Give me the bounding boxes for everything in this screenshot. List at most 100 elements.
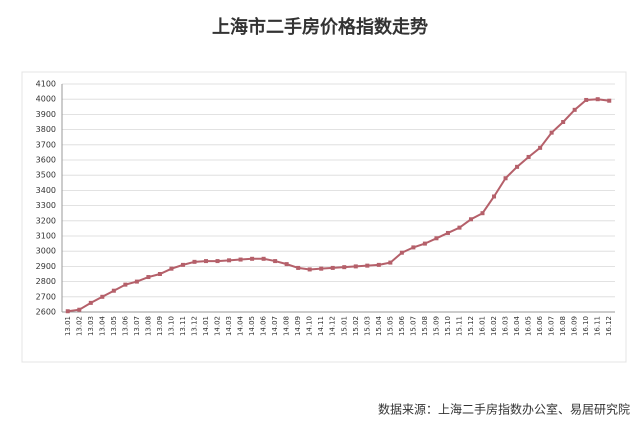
x-tick-label: 14.05 — [248, 316, 256, 336]
x-tick-label: 15.07 — [409, 316, 417, 336]
y-tick-label: 3500 — [36, 171, 56, 180]
x-tick-label: 13.03 — [87, 316, 95, 336]
point-marker — [572, 107, 577, 112]
y-tick-label: 3900 — [36, 110, 56, 119]
y-tick-label: 3100 — [36, 232, 56, 241]
x-tick-label: 16.05 — [525, 316, 533, 336]
x-tick-label: 16.01 — [479, 316, 487, 336]
point-marker — [353, 264, 358, 269]
point-marker — [480, 211, 485, 216]
x-tick-label: 13.06 — [121, 315, 129, 336]
point-marker — [100, 294, 105, 299]
x-tick-label: 16.10 — [582, 316, 590, 336]
x-tick-label: 14.07 — [271, 316, 279, 336]
x-tick-label: 15.12 — [467, 316, 475, 336]
chart-frame — [21, 71, 627, 363]
x-tick-label: 13.04 — [98, 315, 106, 336]
x-tick-label: 16.09 — [571, 316, 579, 336]
y-tick-label: 2600 — [36, 308, 56, 317]
x-tick-label: 13.11 — [179, 316, 187, 336]
point-marker — [296, 265, 301, 270]
y-tick-label: 2900 — [36, 262, 56, 271]
x-tick-label: 16.08 — [559, 316, 567, 336]
x-tick-label: 15.06 — [398, 315, 406, 336]
x-tick-label: 13.02 — [75, 316, 83, 336]
x-tick-label: 16.11 — [594, 316, 602, 336]
x-tick-label: 13.09 — [156, 316, 164, 336]
x-tick-label: 14.04 — [237, 315, 245, 336]
y-tick-label: 4000 — [36, 95, 56, 104]
point-marker — [77, 307, 82, 312]
point-marker — [238, 257, 243, 262]
x-tick-label: 16.06 — [536, 315, 544, 336]
y-tick-label: 3000 — [36, 247, 56, 256]
x-tick-label: 15.03 — [363, 316, 371, 336]
point-marker — [307, 267, 312, 272]
y-tick-label: 3200 — [36, 216, 56, 225]
x-tick-label: 16.03 — [502, 316, 510, 336]
point-marker — [319, 266, 324, 271]
point-marker — [503, 176, 508, 181]
point-marker — [492, 194, 497, 199]
x-tick-label: 15.02 — [352, 316, 360, 336]
point-marker — [273, 259, 278, 264]
x-tick-label: 16.04 — [513, 315, 521, 336]
point-marker — [457, 225, 462, 230]
point-marker — [561, 120, 566, 124]
y-tick-label: 2700 — [36, 292, 56, 301]
point-marker — [411, 245, 416, 250]
y-tick-label: 4100 — [36, 80, 56, 89]
point-marker — [180, 262, 185, 267]
point-marker — [250, 256, 255, 261]
x-tick-label: 14.02 — [214, 316, 222, 336]
point-marker — [134, 279, 139, 284]
point-marker — [146, 275, 151, 280]
point-marker — [468, 217, 473, 222]
point-marker — [365, 263, 370, 268]
point-marker — [342, 265, 347, 270]
x-tick-label: 15.08 — [421, 316, 429, 336]
point-marker — [445, 230, 450, 235]
point-marker — [330, 265, 335, 270]
x-tick-label: 15.05 — [386, 316, 394, 336]
point-marker — [434, 236, 439, 241]
point-marker — [538, 145, 543, 150]
point-marker — [399, 250, 404, 255]
x-tick-label: 14.01 — [202, 316, 210, 336]
x-tick-label: 13.01 — [64, 316, 72, 336]
point-marker — [376, 262, 381, 267]
point-marker — [88, 300, 93, 305]
y-tick-label: 3800 — [36, 125, 56, 134]
y-tick-label: 3300 — [36, 201, 56, 210]
x-tick-label: 15.04 — [375, 315, 383, 336]
chart-title: 上海市二手房价格指数走势 — [212, 16, 428, 38]
point-marker — [284, 262, 289, 267]
point-marker — [595, 97, 600, 102]
x-tick-label: 15.10 — [444, 316, 452, 336]
x-tick-label: 16.12 — [605, 316, 613, 336]
x-tick-label: 14.11 — [317, 316, 325, 336]
point-marker — [204, 259, 209, 264]
point-marker — [192, 259, 197, 264]
point-marker — [65, 309, 70, 314]
x-tick-label: 14.12 — [329, 316, 337, 336]
point-marker — [169, 266, 174, 271]
x-tick-label: 15.01 — [340, 316, 348, 336]
point-marker — [526, 154, 531, 159]
x-tick-label: 13.12 — [190, 316, 198, 336]
x-tick-label: 13.07 — [133, 316, 141, 336]
x-tick-label: 13.10 — [167, 316, 175, 336]
point-marker — [261, 256, 266, 261]
x-tick-label: 14.09 — [294, 316, 302, 336]
point-marker — [157, 272, 162, 276]
x-tick-label: 16.02 — [490, 316, 498, 336]
point-marker — [215, 259, 220, 264]
point-marker — [515, 164, 520, 169]
point-marker — [388, 260, 393, 265]
x-tick-label: 13.05 — [110, 316, 118, 336]
y-tick-label: 3600 — [36, 156, 56, 165]
point-marker — [123, 282, 128, 287]
x-tick-label: 14.08 — [283, 316, 291, 336]
x-tick-label: 14.10 — [306, 316, 314, 336]
